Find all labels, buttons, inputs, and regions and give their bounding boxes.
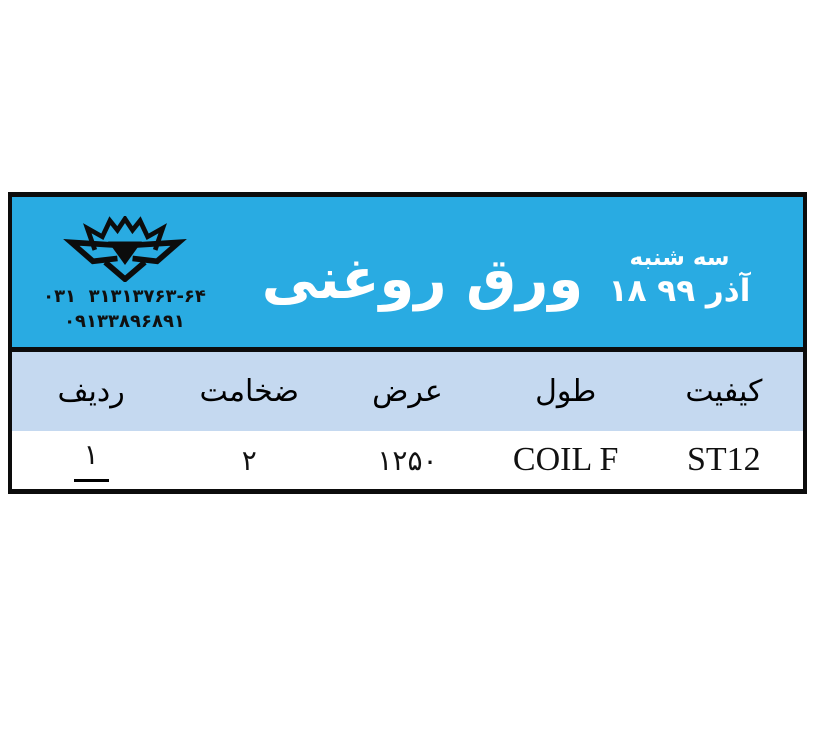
column-header-keyfiat: کیفیت — [685, 374, 763, 409]
eagle-wings-logo-icon — [62, 215, 187, 282]
date-value: ۱۸ آذر ۹۹ — [608, 273, 751, 310]
column-header-zekhamat: ضخامت — [199, 374, 300, 409]
price-list-document: ۰۳۱ ۳۱۳۱۳۷۶۳-۶۴ ۰۹۱۳۳۸۹۶۸۹۱ ورق روغنی سه… — [8, 192, 807, 494]
cell-keyfiat: ST12 — [687, 441, 761, 478]
cell-tool: COIL F — [512, 441, 619, 478]
column-header-tool: طول — [535, 374, 597, 409]
row-number-underlined: ۱ — [73, 438, 109, 482]
banner-date-block: سه شنبه ۱۸ آذر ۹۹ — [608, 197, 803, 347]
cell-arz: ۱۲۵۰ — [377, 443, 438, 477]
phone-number-landline: ۰۳۱ ۳۱۳۱۳۷۶۳-۶۴ — [43, 285, 206, 307]
page-title: ورق روغنی — [261, 246, 584, 312]
column-header-radif: ردیف — [57, 374, 125, 409]
banner-title-block: ورق روغنی — [237, 197, 608, 347]
table-row: ۱ ۲ ۱۲۵۰ COIL F ST12 — [12, 431, 803, 489]
table-header-row: ردیف ضخامت عرض طول کیفیت — [12, 352, 803, 431]
date-weekday: سه شنبه — [629, 244, 730, 271]
banner-contact-block: ۰۳۱ ۳۱۳۱۳۷۶۳-۶۴ ۰۹۱۳۳۸۹۶۸۹۱ — [12, 197, 237, 347]
cell-radif: ۱ — [12, 438, 170, 482]
cell-zekhamat: ۲ — [241, 443, 257, 477]
banner: ۰۳۱ ۳۱۳۱۳۷۶۳-۶۴ ۰۹۱۳۳۸۹۶۸۹۱ ورق روغنی سه… — [12, 197, 803, 352]
column-header-arz: عرض — [372, 374, 443, 409]
phone-number-mobile: ۰۹۱۳۳۸۹۶۸۹۱ — [64, 311, 185, 332]
